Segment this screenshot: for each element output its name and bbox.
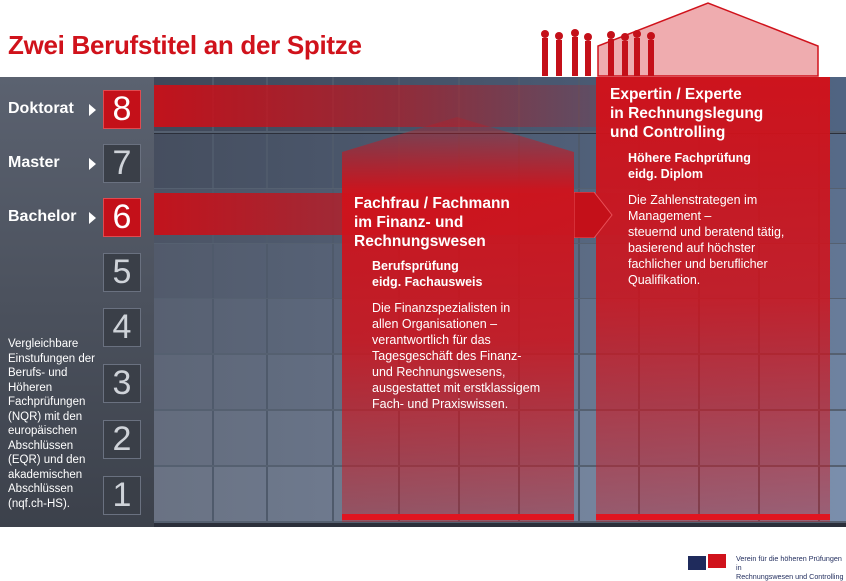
window-cell (154, 299, 214, 353)
level-number: 7 (103, 144, 141, 183)
level-number: 6 (103, 198, 141, 237)
window-cell (268, 467, 334, 521)
window-cell (154, 244, 214, 298)
window-cell (520, 299, 580, 353)
column-fachmann-subheading: Berufsprüfung eidg. Fachausweis (372, 259, 483, 289)
window-cell (154, 134, 214, 188)
column-fachmann-description: Die Finanzspezialisten in allen Organisa… (372, 301, 541, 411)
window-cell (214, 299, 268, 353)
window-cell (268, 411, 334, 465)
level-arrow-icon (89, 212, 96, 224)
window-cell (154, 355, 214, 409)
level-number: 2 (103, 420, 141, 459)
comparison-note: Vergleichbare Einstufungen der Berufs- u… (8, 338, 95, 510)
column-experte-heading: Expertin / Experte in Rechnungslegung un… (610, 86, 764, 141)
window-cell (268, 244, 334, 298)
window-cell (268, 134, 334, 188)
window-cell (520, 411, 580, 465)
level-sidebar: Doktorat 8 Master 7 Bachelor 6 5 4 3 2 1 Vergleich… (0, 77, 154, 527)
window-cell (214, 467, 268, 521)
window-cell (520, 244, 580, 298)
window-cell (520, 467, 580, 521)
level-number: 5 (103, 253, 141, 292)
column-fachmann: Fachfrau / Fachmann im Finanz- und Rechn… (354, 194, 574, 412)
window-cell (268, 299, 334, 353)
column-experte: Expertin / Experte in Rechnungslegung un… (610, 85, 830, 288)
level-number: 8 (103, 90, 141, 129)
logo-red-square-icon (708, 554, 726, 568)
window-cell (214, 411, 268, 465)
org-logo (688, 554, 732, 572)
window-cell (214, 244, 268, 298)
window-cell (154, 467, 214, 521)
page-title: Zwei Berufstitel an der Spitze (8, 30, 362, 60)
window-cell (154, 411, 214, 465)
column-fachmann-heading: Fachfrau / Fachmann im Finanz- und Rechn… (354, 195, 510, 250)
column-experte-subheading: Höhere Fachprüfung eidg. Diplom (628, 151, 751, 181)
level-number: 3 (103, 364, 141, 403)
level-8-highlight-band (154, 85, 674, 127)
level-arrow-icon (89, 158, 96, 170)
level-number: 4 (103, 308, 141, 347)
progression-arrow-icon (574, 192, 613, 238)
column-experte-pillar (596, 77, 830, 522)
logo-blue-square-icon (688, 556, 706, 570)
column-fachmann-pillar (342, 117, 574, 522)
level-label: Master (8, 154, 60, 171)
level-number: 1 (103, 476, 141, 515)
window-cell (214, 134, 268, 188)
level-label: Doktorat (8, 100, 74, 117)
level-arrow-icon (89, 104, 96, 116)
level-label: Bachelor (8, 208, 77, 225)
window-cell (214, 355, 268, 409)
window-cell (520, 134, 580, 188)
column-experte-description: Die Zahlenstrategen im Management – steu… (628, 193, 785, 287)
rooftop-illustration (541, 2, 819, 77)
window-cell (268, 355, 334, 409)
building-diagram: Doktorat 8 Master 7 Bachelor 6 5 4 3 2 1 Vergleich… (0, 77, 846, 527)
window-cell (520, 355, 580, 409)
org-name: Verein für die höheren Prüfungen in Rech… (736, 554, 844, 581)
